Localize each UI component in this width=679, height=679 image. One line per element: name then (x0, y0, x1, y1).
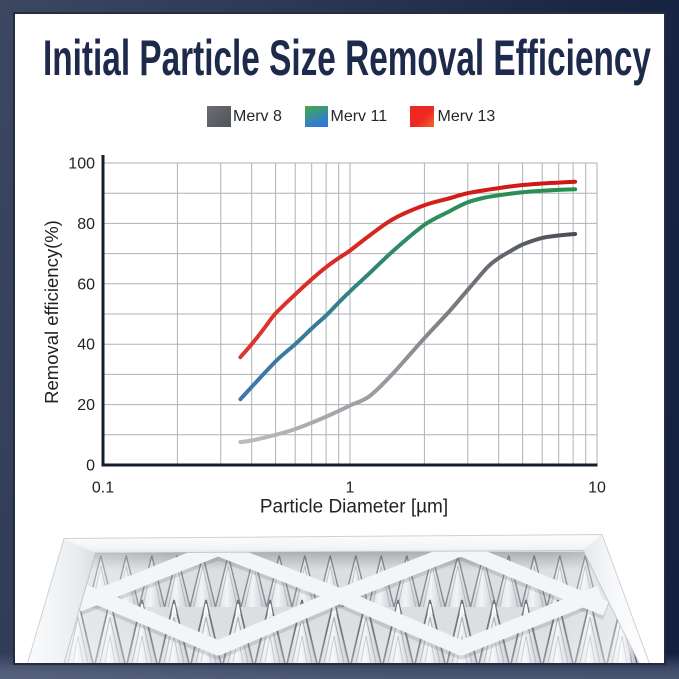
svg-text:0.1: 0.1 (92, 480, 114, 497)
svg-text:20: 20 (77, 397, 95, 414)
svg-text:80: 80 (77, 216, 95, 233)
svg-text:60: 60 (77, 276, 95, 293)
svg-text:0: 0 (86, 458, 95, 475)
svg-text:40: 40 (77, 337, 95, 354)
svg-text:100: 100 (68, 156, 95, 173)
svg-text:1: 1 (346, 480, 355, 497)
svg-text:Removal efficiency(%): Removal efficiency(%) (41, 220, 62, 404)
svg-text:Particle Diameter [µm]: Particle Diameter [µm] (260, 497, 448, 518)
svg-text:10: 10 (588, 480, 606, 497)
